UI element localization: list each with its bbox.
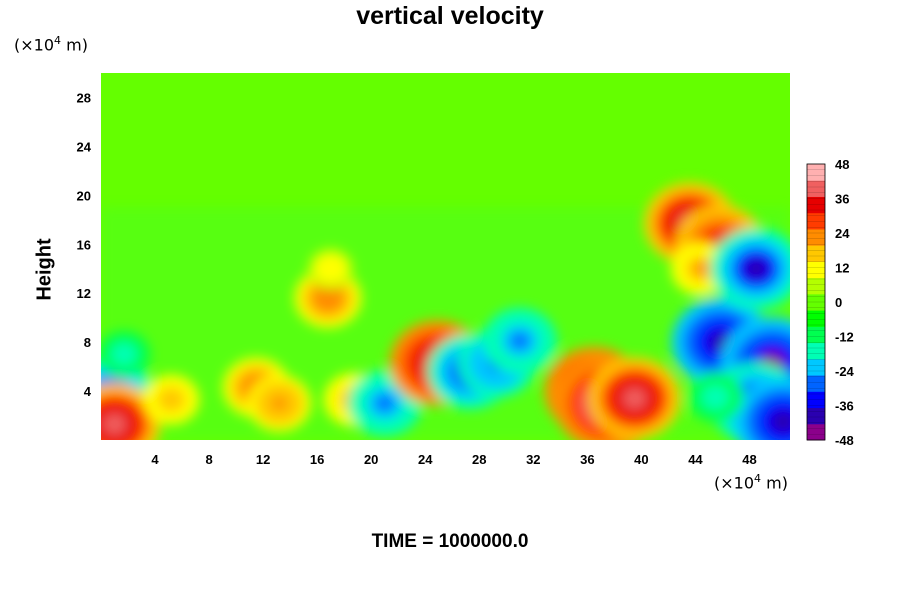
colorbar-swatch xyxy=(807,326,825,344)
colorbar-swatch xyxy=(807,423,825,441)
x-tick-label: 48 xyxy=(742,452,756,467)
velocity-feature xyxy=(623,388,647,409)
x-axis-ticks: 4 8 12 16 20 24 28 32 36 40 44 48 xyxy=(151,452,756,467)
x-tick-label: 32 xyxy=(526,452,540,467)
y-tick-label: 28 xyxy=(77,90,91,105)
y-axis-ticks: 4 8 12 16 20 24 28 xyxy=(77,90,92,399)
x-tick-label: 24 xyxy=(418,452,433,467)
colorbar-tick-label: 12 xyxy=(835,261,849,276)
colorbar-tick-label: 0 xyxy=(835,295,842,310)
y-tick-label: 16 xyxy=(77,237,91,252)
colorbar-swatch xyxy=(807,391,825,409)
colorbar-swatch xyxy=(807,164,825,181)
chart-title: vertical velocity xyxy=(356,2,544,30)
velocity-feature xyxy=(708,390,723,404)
x-axis-unit: (×104 m) xyxy=(714,472,788,493)
colorbar-swatch xyxy=(807,245,825,262)
y-tick-label: 4 xyxy=(84,384,92,399)
x-tick-label: 20 xyxy=(364,452,378,467)
time-label: TIME = 1000000.0 xyxy=(371,531,529,552)
velocity-feature xyxy=(325,263,337,274)
colorbar-swatch xyxy=(807,342,825,360)
colorbar-swatch xyxy=(807,277,825,295)
x-tick-label: 16 xyxy=(310,452,324,467)
y-tick-label: 8 xyxy=(84,335,91,350)
colorbar-tick-label: -12 xyxy=(835,330,854,345)
velocity-feature xyxy=(319,290,337,306)
y-tick-label: 24 xyxy=(77,139,92,154)
velocity-feature xyxy=(744,258,768,279)
colorbar-tick-label: -48 xyxy=(835,433,854,448)
colorbar-swatch xyxy=(807,180,825,197)
x-tick-label: 40 xyxy=(634,452,648,467)
colorbar-swatch xyxy=(807,358,825,376)
velocity-feature xyxy=(770,410,790,433)
colorbar-tick-label: -36 xyxy=(835,399,854,414)
colorbar-swatch xyxy=(807,375,825,392)
y-tick-label: 20 xyxy=(77,188,91,203)
colorbar-swatch xyxy=(807,196,825,214)
colorbar-swatch xyxy=(807,212,825,230)
velocity-feature xyxy=(375,395,394,412)
colorbar-swatch xyxy=(807,310,825,327)
colorbar-tick-label: 24 xyxy=(835,226,850,241)
velocity-feature xyxy=(117,348,131,361)
velocity-feature xyxy=(271,396,288,411)
x-tick-label: 36 xyxy=(580,452,594,467)
colorbar-swatch xyxy=(807,261,825,279)
heatmap-plot-area xyxy=(101,73,790,440)
velocity-feature xyxy=(510,332,530,350)
velocity-feature xyxy=(164,393,179,406)
x-tick-label: 8 xyxy=(205,452,212,467)
x-tick-label: 4 xyxy=(151,452,159,467)
colorbar-tick-label: -24 xyxy=(835,364,855,379)
colorbar-tick-label: 36 xyxy=(835,192,849,207)
colorbar: 48 36 24 12 0 -12 -24 -36 -48 xyxy=(806,157,855,448)
y-axis-unit: (×104 m) xyxy=(14,34,88,55)
colorbar-swatch xyxy=(807,407,825,425)
velocity-feature xyxy=(103,413,127,435)
x-tick-label: 28 xyxy=(472,452,486,467)
colorbar-tick-label: 48 xyxy=(835,157,849,172)
velocity-feature xyxy=(693,262,709,276)
x-tick-label: 44 xyxy=(688,452,703,467)
x-tick-label: 12 xyxy=(256,452,270,467)
colorbar-swatch xyxy=(807,293,825,311)
colorbar-swatch xyxy=(807,228,825,246)
y-tick-label: 12 xyxy=(77,286,91,301)
